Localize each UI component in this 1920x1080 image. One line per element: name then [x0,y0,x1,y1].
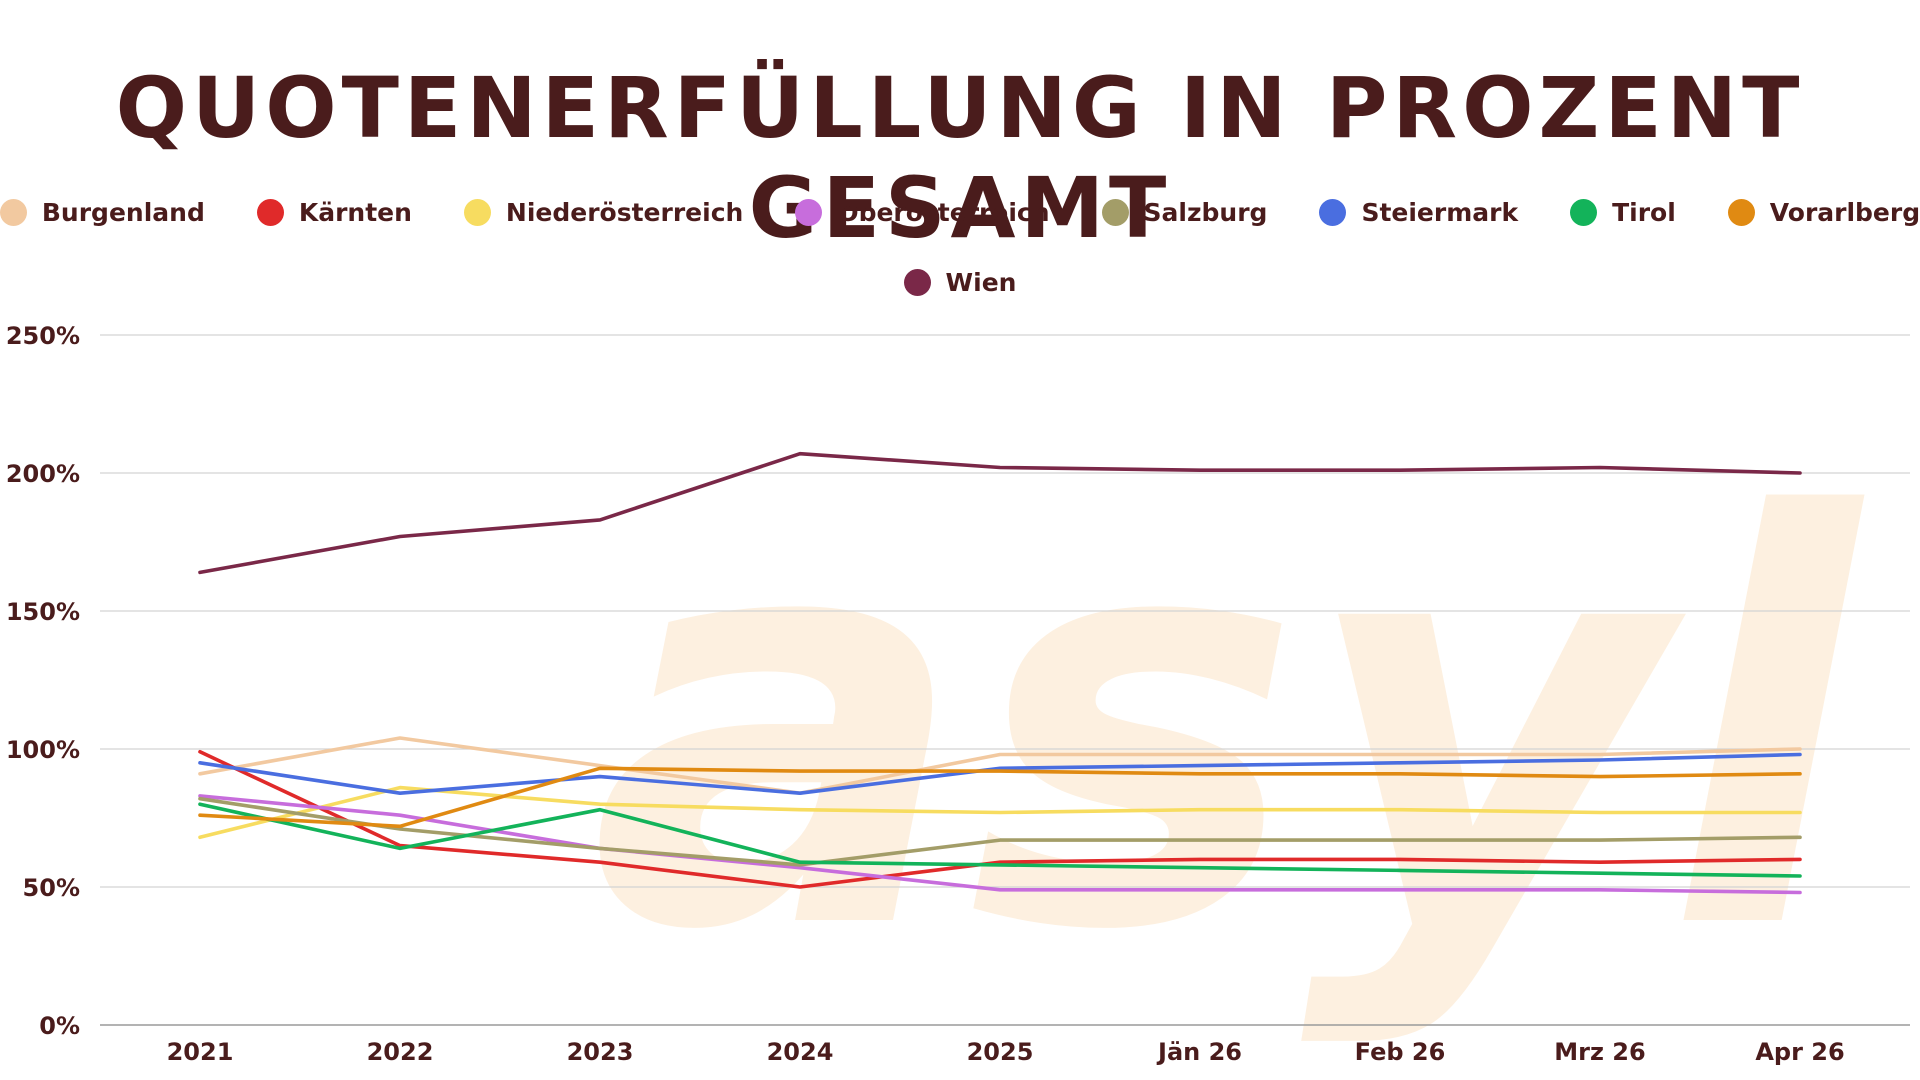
legend-item[interactable]: Niederösterreich [463,197,744,227]
y-tick-label: 150% [6,598,80,626]
legend-label: Vorarlberg [1769,197,1920,227]
legend-item[interactable]: Salzburg [1101,197,1268,227]
legend-row: Burgenland Kärnten Niederösterreich Oberöst… [0,190,1920,234]
legend-item[interactable]: Wien [903,267,1017,297]
legend-item[interactable]: Kärnten [256,197,412,227]
legend-swatch [463,198,491,226]
x-tick-label: Mrz 26 [1554,1038,1645,1066]
y-tick-label: 200% [6,460,80,488]
x-tick-label: Jän 26 [1156,1038,1242,1066]
x-tick-label: 2022 [367,1038,434,1066]
series-line-wien [198,451,1802,575]
y-tick-label: 0% [39,1012,80,1040]
x-tick-label: 2021 [167,1038,234,1066]
legend-item[interactable]: Steiermark [1319,198,1518,227]
legend-label: Tirol [1612,197,1676,227]
watermark-text: asyl [590,401,1868,1053]
legend-label: Niederösterreich [505,197,744,227]
legend-item[interactable]: Tirol [1570,198,1676,227]
legend-swatch [1101,198,1129,226]
series-line-tirol [198,802,1802,878]
series-line-vorarlberg [198,766,1802,829]
chart-title: QUOTENERFÜLLUNG IN PROZENT GESAMT [115,59,1805,257]
legend-swatch [795,198,823,226]
legend-label: Burgenland [41,197,205,227]
legend-swatch [1319,198,1347,226]
legend-label: Steiermark [1361,197,1519,227]
legend-item[interactable]: Vorarlberg [1727,197,1920,227]
x-tick-label: Feb 26 [1355,1038,1446,1066]
x-tick-label: 2024 [767,1038,834,1066]
legend-label: Wien [945,267,1017,297]
legend-swatch [0,198,27,226]
y-tick-label: 100% [6,736,80,764]
chart-legend: Burgenland Kärnten Niederösterreich Oberöst… [0,190,1920,330]
series-line-niederösterreich [198,785,1802,840]
legend-swatch [256,198,284,226]
legend-swatch [1727,198,1755,226]
legend-item[interactable]: Burgenland [0,198,205,227]
series-line-burgenland [198,736,1802,796]
y-tick-label: 250% [6,322,80,350]
x-tick-label: 2025 [967,1038,1034,1066]
x-tick-label: 2023 [567,1038,634,1066]
legend-label: Salzburg [1143,197,1268,227]
legend-label: Oberösterreich [837,197,1050,227]
legend-row: Wien [0,260,1920,304]
legend-label: Kärnten [298,197,412,227]
series-line-kärnten [198,749,1802,889]
legend-item[interactable]: Oberösterreich [795,197,1050,227]
legend-swatch [1570,198,1598,226]
y-tick-label: 50% [23,874,80,902]
series-line-steiermark [198,752,1802,796]
legend-swatch [903,268,931,296]
series-line-oberösterreich [198,794,1802,895]
x-tick-label: Apr 26 [1755,1038,1844,1066]
